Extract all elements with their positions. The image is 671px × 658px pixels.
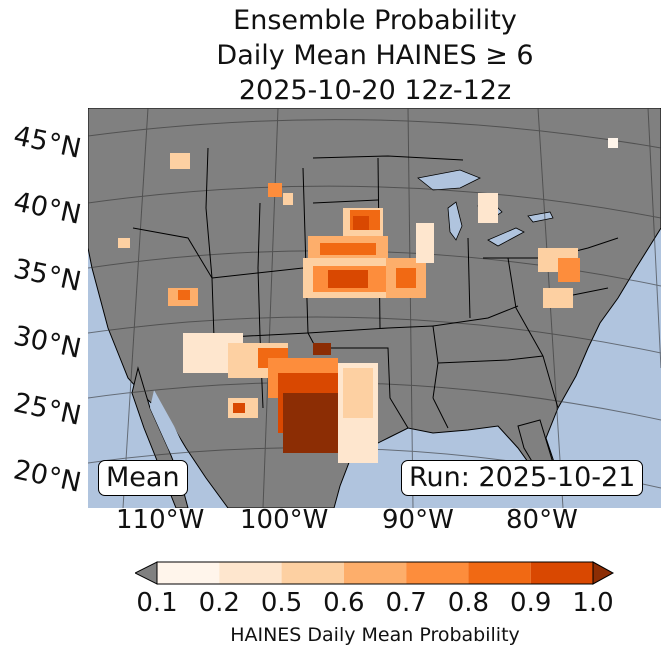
colorbar-cell bbox=[343, 562, 407, 584]
colorbar-tick-label: 0.5 bbox=[260, 588, 303, 618]
map-title-line1: Ensemble Probability bbox=[233, 5, 517, 36]
lat-label-20: 20°N bbox=[10, 454, 84, 499]
lon-label-100w: 100°W bbox=[240, 505, 329, 535]
colorbar-over-arrow bbox=[592, 561, 615, 585]
lon-label-80w: 80°W bbox=[506, 505, 578, 535]
lat-label-30: 30°N bbox=[10, 320, 84, 365]
colorbar-cell bbox=[219, 562, 282, 584]
stat-label-badge: Mean bbox=[98, 460, 188, 496]
colorbar-tick-label: 0.2 bbox=[198, 588, 240, 618]
gulf-of-california bbox=[150, 390, 206, 508]
colorbar-tick-label: 0.9 bbox=[510, 588, 552, 618]
colorbar-tick-label: 0.8 bbox=[447, 588, 490, 618]
probability-patches bbox=[118, 138, 618, 463]
lon-label-90w: 90°W bbox=[382, 505, 454, 535]
colorbar-cell bbox=[157, 562, 220, 584]
colorbar-tick-label: 0.6 bbox=[323, 588, 365, 618]
colorbar-cell bbox=[406, 562, 469, 584]
colorbar-under-arrow bbox=[135, 561, 158, 585]
colorbar-tick-label: 0.7 bbox=[385, 588, 427, 618]
graticule bbox=[88, 108, 661, 508]
run-label-badge: Run: 2025-10-21 bbox=[401, 460, 644, 496]
colorbar-tick-label: 1.0 bbox=[572, 588, 614, 618]
lat-label-45: 45°N bbox=[10, 120, 84, 165]
lat-label-40: 40°N bbox=[10, 186, 84, 231]
lat-label-35: 35°N bbox=[10, 253, 84, 298]
colorbar-cell bbox=[281, 562, 344, 584]
map-title-line2: Daily Mean HAINES ≥ 6 bbox=[216, 40, 534, 71]
map-title-line3: 2025-10-20 12z-12z bbox=[238, 75, 512, 106]
probability-map bbox=[88, 108, 661, 508]
colorbar-cell bbox=[468, 562, 531, 584]
colorbar bbox=[135, 561, 615, 585]
lat-label-25: 25°N bbox=[10, 387, 84, 432]
colorbar-label: HAINES Daily Mean Probability bbox=[230, 624, 520, 646]
colorbar-tick-label: 0.1 bbox=[136, 588, 178, 618]
colorbar-cells bbox=[157, 562, 593, 584]
colorbar-cell bbox=[530, 562, 593, 584]
lon-label-110w: 110°W bbox=[116, 505, 205, 535]
